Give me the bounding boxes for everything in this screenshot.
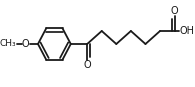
Text: O: O xyxy=(83,60,91,70)
Text: O: O xyxy=(171,6,178,16)
Text: CH₃: CH₃ xyxy=(0,39,16,48)
Text: O: O xyxy=(21,39,29,49)
Text: OH: OH xyxy=(180,26,195,36)
